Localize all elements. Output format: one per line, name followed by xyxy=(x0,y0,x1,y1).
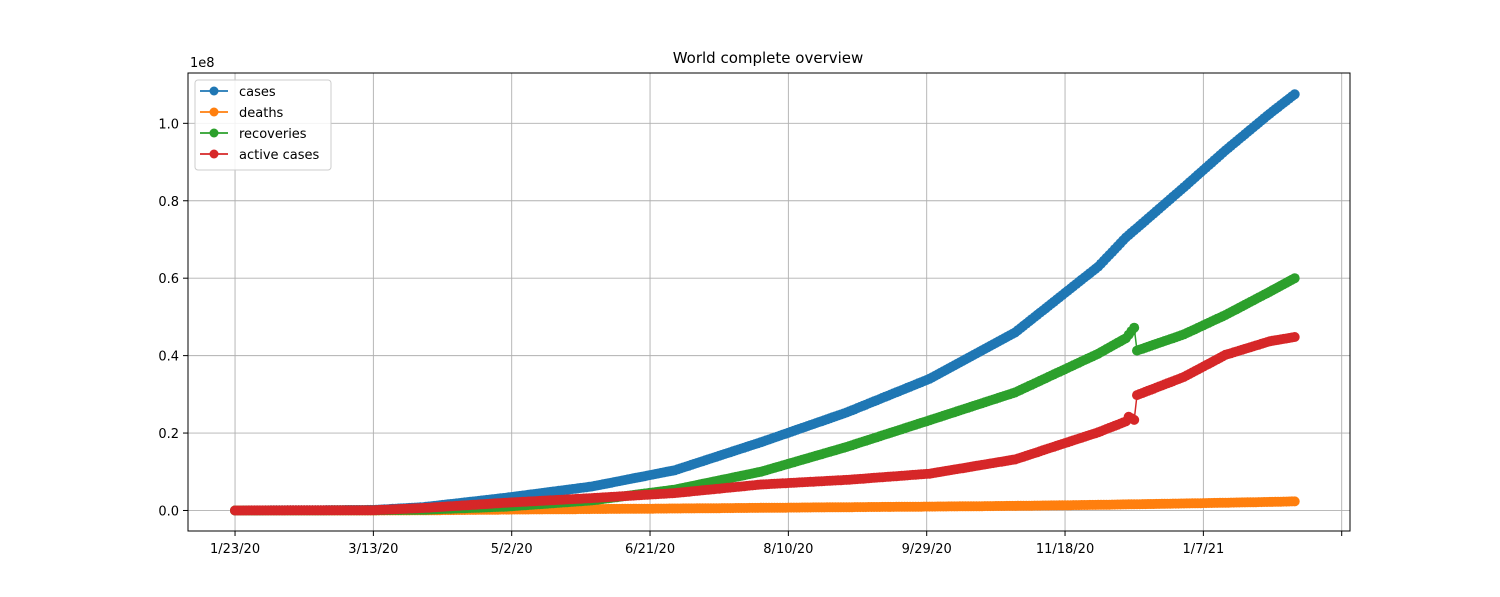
legend-box xyxy=(194,79,332,171)
y-tick-label: 0.2 xyxy=(158,427,179,442)
series-active-cases xyxy=(230,332,1300,516)
data-point-deaths xyxy=(1289,496,1300,507)
plot-frame xyxy=(187,72,1351,532)
x-tick-label: 6/21/20 xyxy=(625,542,675,557)
data-point-recoveries xyxy=(1289,273,1300,284)
y-tick-label: 0.8 xyxy=(158,195,179,210)
data-point-cases xyxy=(1289,89,1300,100)
x-tick-label: 8/10/20 xyxy=(763,542,813,557)
x-tick-label: 11/18/20 xyxy=(1036,542,1094,557)
y-multiplier-label: 1e8 xyxy=(190,56,215,71)
data-point-active-cases xyxy=(1289,332,1300,342)
series-layer xyxy=(230,89,1300,516)
x-tick-label: 1/7/21 xyxy=(1182,542,1224,557)
legend-marker-active-cases xyxy=(209,149,219,159)
y-tick-label: 0.0 xyxy=(158,504,179,519)
y-tick-label: 0.6 xyxy=(158,272,179,287)
legend-label-deaths: deaths xyxy=(239,106,284,121)
legend-marker-deaths xyxy=(209,107,219,117)
data-point-active-cases xyxy=(1129,414,1140,425)
legend-marker-recoveries xyxy=(209,128,219,138)
y-axis: 0.0 0.2 0.4 0.6 0.8 1.0 xyxy=(158,117,188,519)
y-tick-label: 1.0 xyxy=(158,117,179,132)
x-tick-label: 1/23/20 xyxy=(210,542,260,557)
legend-label-active-cases: active cases xyxy=(239,148,320,163)
legend-marker-cases xyxy=(209,86,219,96)
legend-label-recoveries: recoveries xyxy=(239,127,307,142)
legend-label-cases: cases xyxy=(239,85,276,100)
x-tick-label: 3/13/20 xyxy=(348,542,398,557)
x-axis: 1/23/20 3/13/20 5/2/20 6/21/20 8/10/20 9/29/2… xyxy=(210,531,1343,557)
x-tick-label: 9/29/20 xyxy=(902,542,952,557)
x-tick-label: 5/2/20 xyxy=(491,542,533,557)
chart-title: World complete overview xyxy=(673,49,864,67)
legend: cases deaths recoveries active cases xyxy=(194,79,332,171)
y-tick-label: 0.4 xyxy=(158,350,179,365)
data-point-recoveries xyxy=(1129,322,1140,333)
